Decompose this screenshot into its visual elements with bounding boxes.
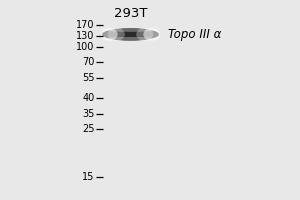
Text: 100: 100 [76, 42, 94, 52]
Ellipse shape [108, 28, 125, 41]
Ellipse shape [102, 37, 159, 41]
Text: 15: 15 [82, 172, 94, 182]
Text: 35: 35 [82, 109, 94, 119]
Text: 293T: 293T [114, 7, 147, 20]
Ellipse shape [143, 28, 161, 41]
Text: Topo III α: Topo III α [168, 28, 221, 41]
Text: 130: 130 [76, 31, 94, 41]
Text: 25: 25 [82, 124, 94, 134]
Ellipse shape [102, 28, 159, 41]
Ellipse shape [102, 28, 159, 32]
Ellipse shape [100, 28, 118, 41]
Text: 40: 40 [82, 93, 94, 103]
Ellipse shape [136, 28, 153, 41]
Text: 170: 170 [76, 20, 94, 30]
Text: 55: 55 [82, 73, 94, 83]
Text: 70: 70 [82, 57, 94, 67]
